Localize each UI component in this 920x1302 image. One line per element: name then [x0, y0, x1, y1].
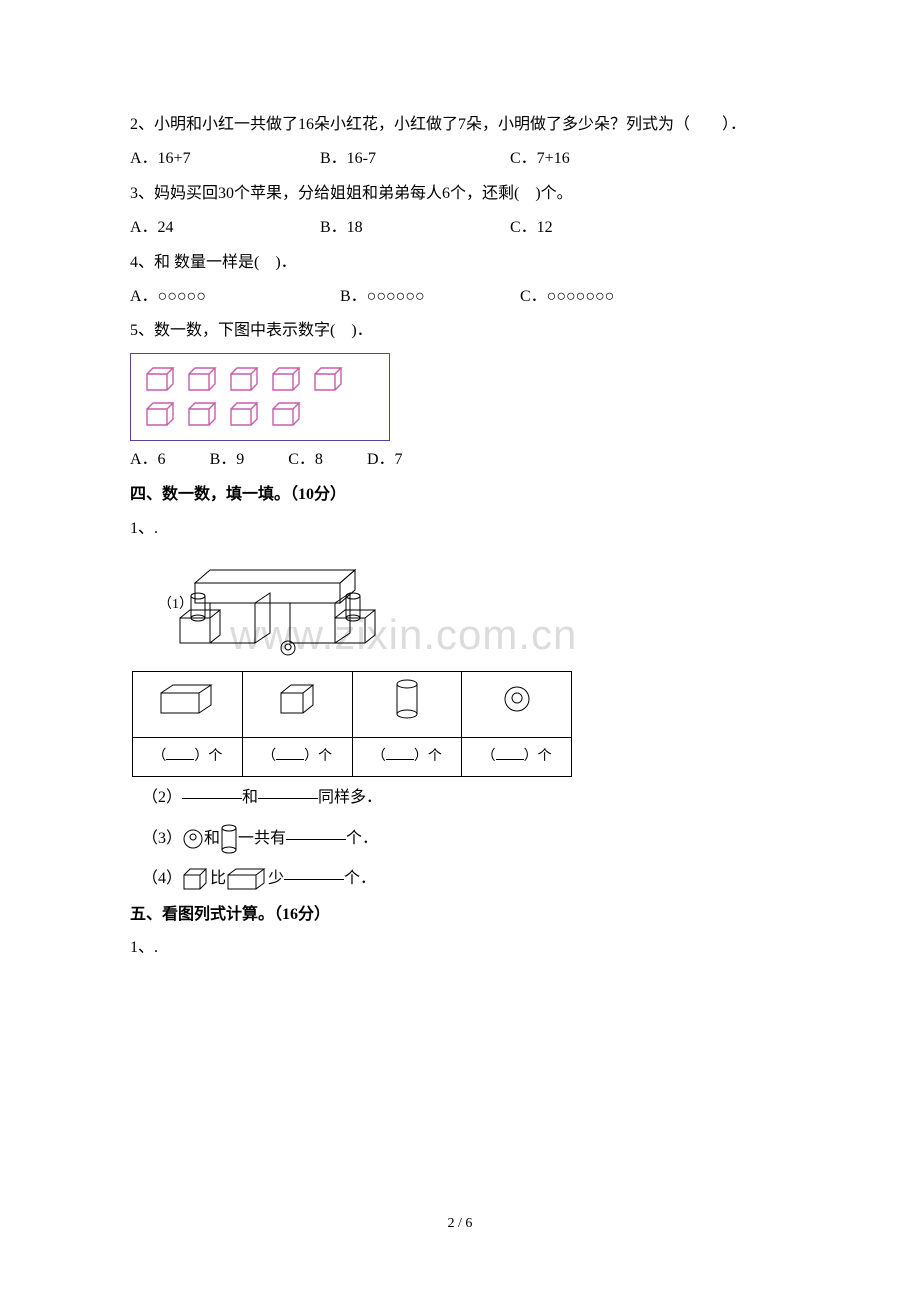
s4-sub3-ge: 个．: [346, 824, 378, 854]
cube-icon: [271, 366, 301, 392]
s4-sub4-label: （4）: [142, 864, 182, 894]
s4-sub1-label: （1）: [158, 596, 193, 612]
cube-icon: [187, 366, 217, 392]
page-content: 2、小明和小红一共做了16朵小红花，小红做了7朵，小明做了多少朵？列式为（ ）．…: [130, 110, 790, 963]
q5-text: 5、数一数，下图中表示数字( )．: [130, 316, 790, 346]
cube-icon: [145, 366, 175, 392]
blank: [284, 879, 344, 880]
q4-choices: A．○○○○○ B．○○○○○○ C．○○○○○○○: [130, 282, 790, 312]
cube-icon: [145, 401, 175, 427]
q2-choices: A．16+7 B．16-7 C．7+16: [130, 144, 790, 174]
s4-blocks-figure: （1）: [140, 548, 400, 658]
cube-shape-icon: [277, 681, 317, 717]
blank: [286, 839, 346, 840]
cylinder-icon: [393, 678, 421, 720]
cube-icon: [271, 401, 301, 427]
cube-icon: [229, 366, 259, 392]
cube-cell: [242, 672, 352, 738]
s4-sub4-shao: 少: [268, 864, 284, 894]
q4-choice-a: A．○○○○○: [130, 282, 340, 312]
q3-choices: A．24 B．18 C．12: [130, 213, 790, 243]
s4-sub4-ge: 个．: [344, 864, 376, 894]
section4-title: 四、数一数，填一填。（10分）: [130, 480, 790, 510]
cuboid-small-icon: [226, 867, 268, 891]
q3-choice-c: C．12: [510, 213, 700, 243]
sphere-small-icon: [182, 828, 204, 850]
s4-sub3-label: （3）: [142, 824, 182, 854]
q4-choice-c: C．○○○○○○○: [520, 282, 710, 312]
s5-q1-label: 1、.: [130, 933, 790, 963]
cube-icon: [229, 401, 259, 427]
blank: [258, 798, 318, 799]
q3-text: 3、妈妈买回30个苹果，分给姐姐和弟弟每人6个，还剩( )个。: [130, 179, 790, 209]
q5-choice-c: C．8: [288, 445, 323, 475]
cuboid-icon: [157, 681, 217, 717]
q5-row1: [145, 366, 375, 392]
q2-choice-b: B．16-7: [320, 144, 510, 174]
cube-small-icon: [182, 867, 210, 891]
s4-sub3: （3） 和 一共有 个．: [142, 824, 790, 854]
q5-choice-b: B．9: [210, 445, 245, 475]
s4-sub3-and: 和: [204, 824, 220, 854]
cuboid-cell: [133, 672, 243, 738]
q2-text: 2、小明和小红一共做了16朵小红花，小红做了7朵，小明做了多少朵？列式为（ ）．: [130, 110, 790, 140]
s4-q1-label: 1、.: [130, 514, 790, 544]
s4-sub2: （2） 和 同样多．: [142, 783, 790, 813]
section5-title: 五、看图列式计算。（16分）: [130, 900, 790, 930]
cylinder-cell: [352, 672, 462, 738]
cube-icon: [313, 366, 343, 392]
cube-count: （）个: [242, 737, 352, 777]
q2-choice-c: C．7+16: [510, 144, 700, 174]
q4-choice-b: B．○○○○○○: [340, 282, 520, 312]
sphere-cell: [462, 672, 572, 738]
q5-figure: [130, 353, 390, 441]
q3-choice-a: A．24: [130, 213, 320, 243]
s4-sub3-total: 一共有: [238, 824, 286, 854]
q5-choices: A．6 B．9 C．8 D．7: [130, 445, 790, 475]
q4-text: 4、和 数量一样是( )．: [130, 248, 790, 278]
q5-row2: [145, 401, 375, 427]
q5-choice-a: A．6: [130, 445, 166, 475]
cube-icon: [187, 401, 217, 427]
cylinder-count: （）个: [352, 737, 462, 777]
cylinder-small-icon: [220, 824, 238, 854]
q3-choice-b: B．18: [320, 213, 510, 243]
s4-sub2-and: 和: [242, 783, 258, 813]
shapes-table: （）个 （）个 （）个 （）个: [132, 671, 572, 777]
blank: [182, 798, 242, 799]
s4-sub4: （4） 比 少 个．: [142, 864, 790, 894]
page-number: 2 / 6: [0, 1211, 920, 1238]
sphere-count: （）个: [462, 737, 572, 777]
s4-sub4-bi: 比: [210, 864, 226, 894]
sphere-icon: [502, 684, 532, 714]
cuboid-count: （）个: [133, 737, 243, 777]
q5-choice-d: D．7: [367, 445, 403, 475]
s4-sub2-label: （2）: [142, 783, 182, 813]
q2-choice-a: A．16+7: [130, 144, 320, 174]
s4-sub2-same: 同样多．: [318, 783, 382, 813]
